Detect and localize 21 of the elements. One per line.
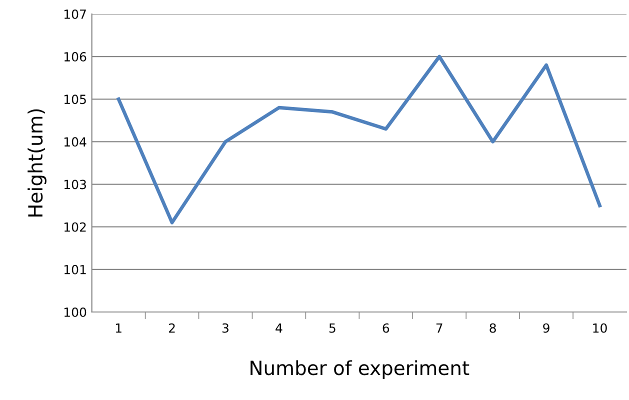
y-tick-label: 101 [64,264,86,274]
x-tick-label: 8 [490,323,496,333]
y-tick-label: 107 [64,9,86,19]
x-tick-label: 9 [543,323,550,333]
x-axis-title: Number of experiment [250,360,470,380]
y-tick-label: 106 [64,52,86,62]
x-tick-label: 3 [222,323,228,333]
x-tick-label: 5 [329,323,336,333]
y-axis-title: Height(um) [28,109,46,216]
x-tick-label: 2 [168,323,175,333]
y-tick-label: 104 [64,137,86,147]
y-tick-label: 102 [64,222,86,232]
x-tick-label: 1 [116,323,122,333]
y-tick-label: 105 [64,94,86,104]
x-tick-label: 6 [382,323,390,333]
y-tick-label: 103 [64,180,86,190]
x-tick-label: 10 [593,323,607,333]
x-tick-label: 7 [436,323,442,333]
x-tick-label: 4 [276,323,282,333]
line-series [116,54,602,224]
y-tick-label: 100 [64,307,86,317]
